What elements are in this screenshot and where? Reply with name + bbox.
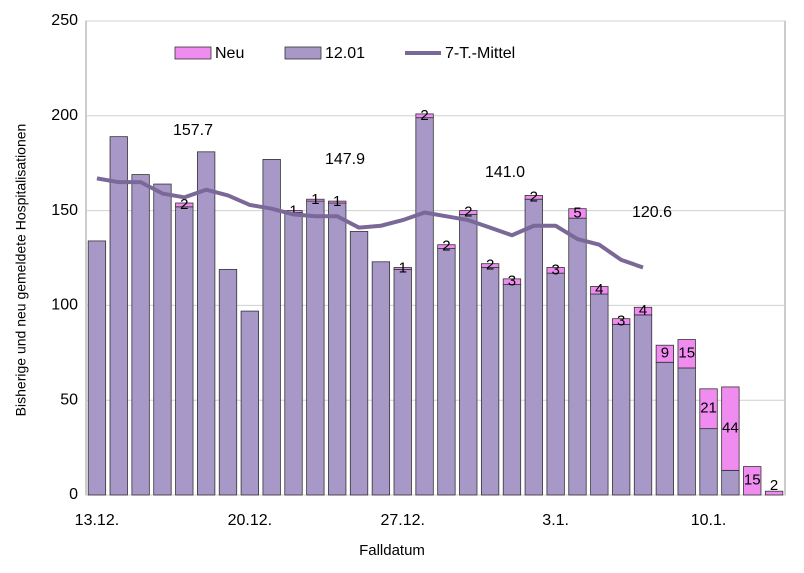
data-label: 2	[180, 196, 188, 213]
data-label: 2	[420, 107, 428, 124]
y-tick-label: 200	[51, 107, 78, 124]
bar	[153, 183, 172, 496]
bar-segment	[721, 386, 740, 471]
bar-segment	[524, 195, 543, 200]
bar	[633, 314, 653, 496]
bar	[546, 272, 565, 496]
bar-segment	[393, 267, 412, 270]
bar	[677, 367, 696, 496]
y-tick-label: 0	[69, 486, 78, 503]
bar	[306, 200, 325, 496]
x-tick-label: 20.12.	[228, 512, 272, 529]
data-label: 4	[595, 281, 603, 298]
bar	[721, 469, 740, 496]
bar	[87, 240, 107, 496]
annotation: 157.7	[173, 122, 213, 139]
bar	[699, 428, 718, 496]
bar	[437, 248, 456, 496]
legend-swatch	[174, 46, 212, 60]
bar-segment	[590, 286, 609, 295]
bar-segment	[502, 278, 522, 285]
data-label: 2	[530, 188, 538, 205]
bar-segment	[480, 263, 500, 268]
y-tick-label: 250	[51, 12, 78, 29]
bar	[393, 268, 412, 496]
bar	[371, 261, 391, 496]
annotation: 147.9	[325, 151, 365, 168]
bar-segment	[175, 202, 194, 208]
bar-segment	[437, 244, 456, 249]
bar	[197, 151, 216, 496]
bar	[262, 159, 281, 496]
data-label: 1	[289, 203, 297, 220]
legend-swatch	[284, 46, 322, 60]
data-label: 5	[573, 204, 581, 221]
bar	[502, 284, 522, 496]
bar	[590, 293, 609, 496]
data-label: 1	[311, 191, 319, 208]
bar-segment	[546, 267, 565, 274]
bar-segment	[655, 344, 674, 363]
x-axis-label: Falldatum	[359, 542, 425, 559]
bar	[480, 267, 500, 496]
bar-segment	[764, 490, 784, 496]
bar-segment	[612, 318, 631, 325]
bar-segment	[568, 208, 587, 219]
bar	[284, 212, 303, 496]
bar-segment	[633, 306, 653, 316]
bar	[328, 202, 347, 496]
bar	[568, 217, 587, 496]
legend-label: 7-T.-Mittel	[445, 45, 515, 62]
bar	[218, 268, 238, 496]
line	[96, 176, 644, 270]
bar	[655, 361, 674, 496]
data-label: 2	[486, 257, 494, 274]
bar-segment	[677, 339, 696, 369]
legend-label: 12.01	[325, 45, 365, 62]
bar-segment	[328, 200, 347, 204]
bar	[240, 310, 259, 496]
bar	[415, 117, 434, 496]
y-tick-label: 150	[51, 202, 78, 219]
data-label: 2	[442, 238, 450, 255]
x-tick-label: 10.1.	[691, 512, 727, 529]
bar-segment	[743, 466, 762, 496]
data-label: 4	[639, 302, 647, 319]
data-label: 21	[700, 400, 717, 417]
y-tick-label: 50	[60, 391, 78, 408]
data-label: 44	[722, 420, 739, 437]
data-label: 1	[399, 259, 407, 276]
data-label: 2	[770, 477, 778, 494]
bar	[612, 323, 631, 496]
annotation: 120.6	[632, 204, 672, 221]
data-label: 15	[678, 345, 695, 362]
bar	[131, 174, 150, 496]
x-tick-label: 27.12.	[380, 512, 424, 529]
x-tick-label: 3.1.	[542, 512, 569, 529]
bar-segment	[459, 210, 478, 215]
y-axis-label: Bisherige und neu gemeldete Hospitalisat…	[13, 124, 29, 417]
data-label: 15	[744, 472, 761, 489]
bar	[524, 198, 543, 496]
data-label: 1	[333, 193, 341, 210]
data-label: 3	[617, 312, 625, 329]
annotation: 141.0	[485, 164, 525, 181]
data-label: 3	[551, 261, 559, 278]
data-label: 2	[464, 203, 472, 220]
y-tick-label: 100	[51, 297, 78, 314]
bar-segment	[415, 113, 434, 119]
bar	[349, 231, 369, 496]
data-label: 3	[508, 273, 516, 290]
bar	[459, 213, 478, 496]
bar-segment	[306, 198, 325, 202]
bar	[109, 136, 128, 496]
bar	[175, 206, 194, 496]
x-tick-label: 13.12.	[75, 512, 119, 529]
data-label: 9	[661, 345, 669, 362]
legend-label: Neu	[215, 45, 244, 62]
bar-segment	[699, 388, 718, 430]
